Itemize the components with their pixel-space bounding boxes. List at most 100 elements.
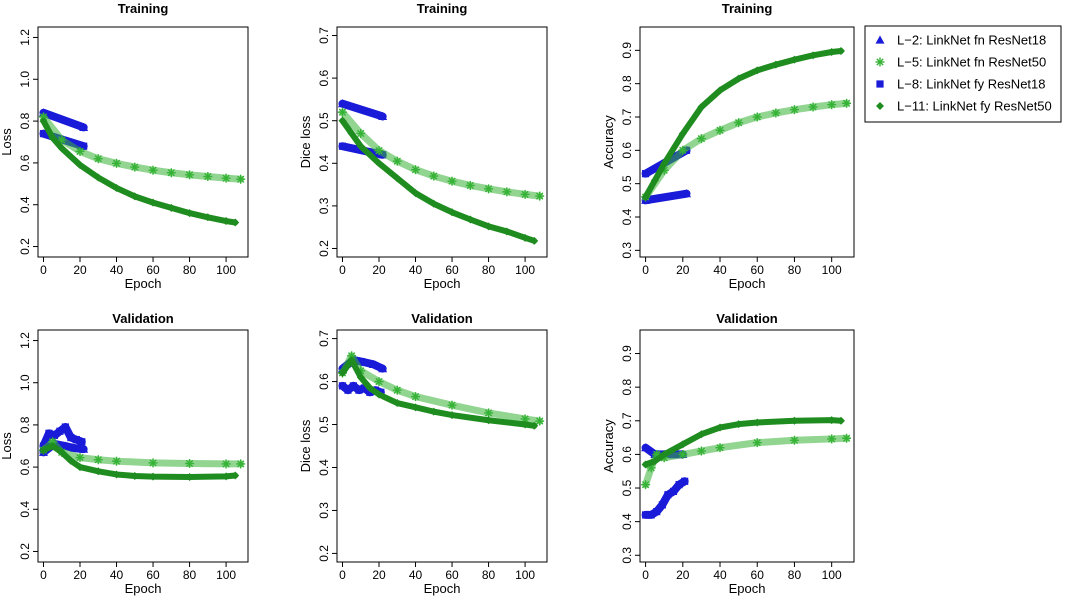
data-point	[347, 351, 357, 361]
data-point	[842, 98, 852, 108]
data-point	[660, 450, 669, 459]
data-point	[203, 213, 212, 222]
data-point	[696, 134, 706, 144]
data-point	[39, 446, 48, 455]
legend: L−2: LinkNet fn ResNet18 L−5: LinkNet fn …	[864, 25, 1062, 123]
panels: Training 0 20 40 60 80 100 0.2 0.4 0.6 0.8 1.0 1.2 Ep…	[0, 1, 855, 596]
x-tick-label: 60	[751, 263, 765, 277]
data-point	[650, 176, 659, 185]
y-tick-label: 0.6	[18, 458, 32, 475]
data-point	[366, 388, 374, 396]
plot-frame	[336, 329, 548, 563]
chart-panel: Training 0 20 40 60 80 100 0.2 0.3 0.4 0.5 0.6 0.7 Ep…	[298, 1, 548, 291]
data-point	[76, 161, 84, 169]
x-tick-label: 0	[642, 568, 649, 582]
y-tick-label: 0.2	[18, 238, 32, 255]
data-point	[653, 507, 661, 516]
data-point	[429, 407, 438, 416]
data-point	[466, 215, 475, 224]
data-point	[80, 142, 88, 150]
data-point	[378, 364, 388, 373]
legend-entry: L−2: LinkNet fn ResNet18	[875, 33, 1046, 48]
data-point	[484, 184, 494, 194]
x-tick-label: 20	[73, 568, 87, 582]
data-point	[72, 436, 80, 444]
data-point	[78, 438, 86, 446]
x-tick-label: 100	[515, 263, 535, 277]
data-point	[836, 47, 845, 55]
data-point	[338, 368, 347, 377]
data-point	[185, 473, 194, 482]
x-axis-label: Epoch	[729, 581, 766, 596]
data-point	[94, 173, 103, 182]
data-point	[696, 446, 706, 456]
legend-entry: L−11: LinkNet fy ResNet50	[876, 99, 1052, 114]
y-tick-label: 0.6	[317, 373, 331, 390]
data-point	[520, 414, 530, 424]
data-point	[641, 170, 650, 178]
data-point	[675, 481, 683, 489]
y-tick-label: 0.7	[317, 330, 331, 347]
data-point	[185, 459, 195, 469]
data-point	[678, 449, 688, 459]
y-axis-label: Loss	[0, 432, 14, 460]
x-axis-label: Epoch	[424, 581, 461, 596]
chart-panel: Training 0 20 40 60 80 100 0.3 0.4 0.5 0.6 0.7 0.8 0.…	[601, 1, 855, 291]
data-point	[112, 158, 122, 168]
data-point	[411, 392, 421, 402]
data-point	[392, 156, 402, 166]
data-point	[349, 382, 358, 390]
y-tick-label: 0.9	[620, 345, 634, 362]
data-point	[344, 386, 352, 394]
y-tick-label: 1.2	[18, 332, 32, 349]
x-tick-label: 0	[40, 263, 47, 277]
y-axis-label: Dice loss	[298, 115, 313, 168]
x-tick-label: 80	[183, 263, 197, 277]
legend-label: L−2: LinkNet fn ResNet18	[897, 33, 1046, 48]
legend-marker	[876, 102, 884, 110]
data-point	[79, 444, 89, 453]
data-point	[753, 418, 762, 427]
x-axis-label: Epoch	[729, 276, 766, 291]
y-tick-label: 1.0	[18, 374, 32, 391]
y-tick-label: 0.8	[18, 416, 32, 433]
plot-frame	[37, 329, 249, 563]
data-point	[411, 189, 420, 198]
y-tick-label: 0.4	[18, 196, 32, 213]
x-tick-label: 80	[183, 568, 197, 582]
data-point	[57, 144, 66, 153]
y-tick-label: 0.3	[620, 242, 634, 259]
chart-panel: Training 0 20 40 60 80 100 0.2 0.4 0.6 0.8 1.0 1.2 Ep…	[0, 1, 249, 291]
data-point	[221, 459, 231, 469]
series-trail	[339, 357, 538, 429]
data-point	[753, 66, 762, 75]
plot-frame	[639, 26, 855, 258]
y-tick-label: 1.2	[18, 29, 32, 46]
data-point	[231, 471, 240, 480]
data-point	[678, 440, 687, 449]
data-point	[465, 180, 475, 190]
data-point	[790, 416, 799, 425]
data-point	[836, 416, 845, 425]
data-point	[375, 390, 383, 399]
data-point	[448, 208, 457, 217]
data-point	[61, 423, 69, 431]
data-point	[149, 198, 158, 207]
legend-box	[864, 25, 1062, 123]
data-point	[789, 435, 799, 445]
x-tick-label: 100	[216, 263, 236, 277]
x-tick-label: 20	[676, 263, 690, 277]
y-tick-label: 0.5	[317, 112, 331, 129]
data-point	[374, 377, 384, 387]
data-point	[57, 448, 66, 457]
data-point	[48, 133, 57, 142]
data-point	[842, 433, 852, 443]
data-point	[148, 458, 158, 468]
data-point	[112, 184, 121, 192]
data-point	[79, 122, 89, 131]
legend-marker	[876, 80, 884, 88]
x-axis-label: Epoch	[424, 276, 461, 291]
series-l-5	[38, 112, 246, 184]
data-point	[681, 477, 689, 485]
x-tick-label: 80	[482, 568, 496, 582]
